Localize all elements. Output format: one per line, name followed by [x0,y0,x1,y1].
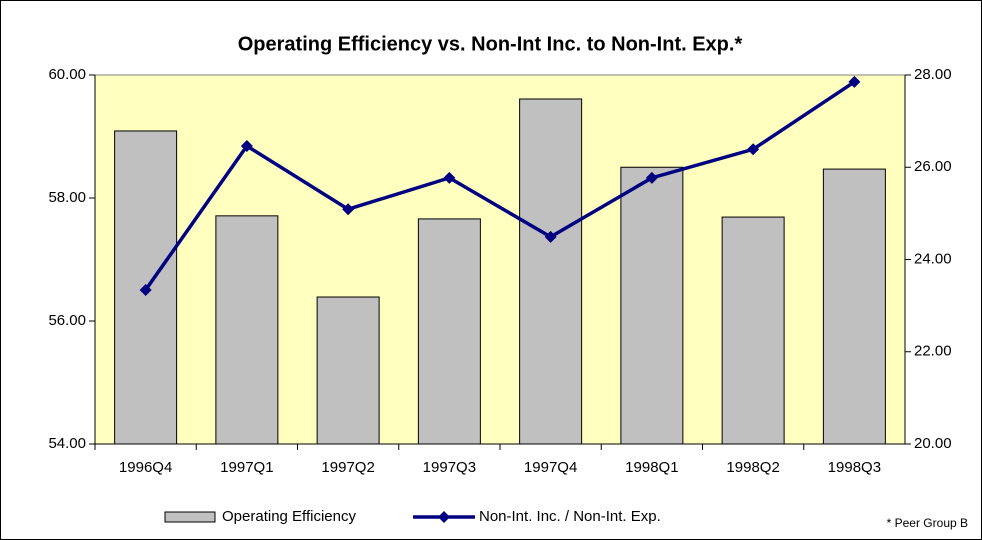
x-tick-label: 1997Q1 [220,459,273,476]
bar [215,215,279,445]
x-tick-label: 1998Q1 [625,459,678,476]
marker [443,171,456,184]
x-tick-label: 1997Q2 [321,459,374,476]
y2-tick-label: 24.00 [914,250,952,267]
y2-tick-label: 20.00 [914,435,952,452]
footnote: * Peer Group B [887,516,968,530]
legend-label: Operating Efficiency [222,508,356,525]
x-tick-label: 1998Q2 [726,459,779,476]
marker [139,283,152,296]
bar [417,218,481,445]
x-tick-label: 1996Q4 [119,459,172,476]
y2-tick-label: 26.00 [914,158,952,175]
y-tick-label: 60.00 [48,66,86,83]
x-tick-label: 1997Q4 [524,459,577,476]
legend-swatch [164,511,216,523]
y-tick-label: 54.00 [48,435,86,452]
line [144,80,856,291]
legend-label: Non-Int. Inc. / Non-Int. Exp. [479,508,661,525]
bar [822,168,886,445]
y2-tick-label: 22.00 [914,343,952,360]
marker [747,143,760,156]
bar [519,98,583,445]
marker [544,230,557,243]
y-tick-label: 58.00 [48,189,86,206]
chart-title: Operating Efficiency vs. Non-Int Inc. to… [238,33,743,55]
legend-marker [438,511,450,523]
x-tick-label: 1997Q3 [423,459,476,476]
x-tick-label: 1998Q3 [828,459,881,476]
marker [240,140,253,153]
bar [620,166,684,445]
y2-tick-label: 28.00 [914,66,952,83]
y-tick-label: 56.00 [48,312,86,329]
marker [848,75,861,88]
marker [645,171,658,184]
bar [721,216,785,445]
bar [316,296,380,445]
marker [342,203,355,216]
